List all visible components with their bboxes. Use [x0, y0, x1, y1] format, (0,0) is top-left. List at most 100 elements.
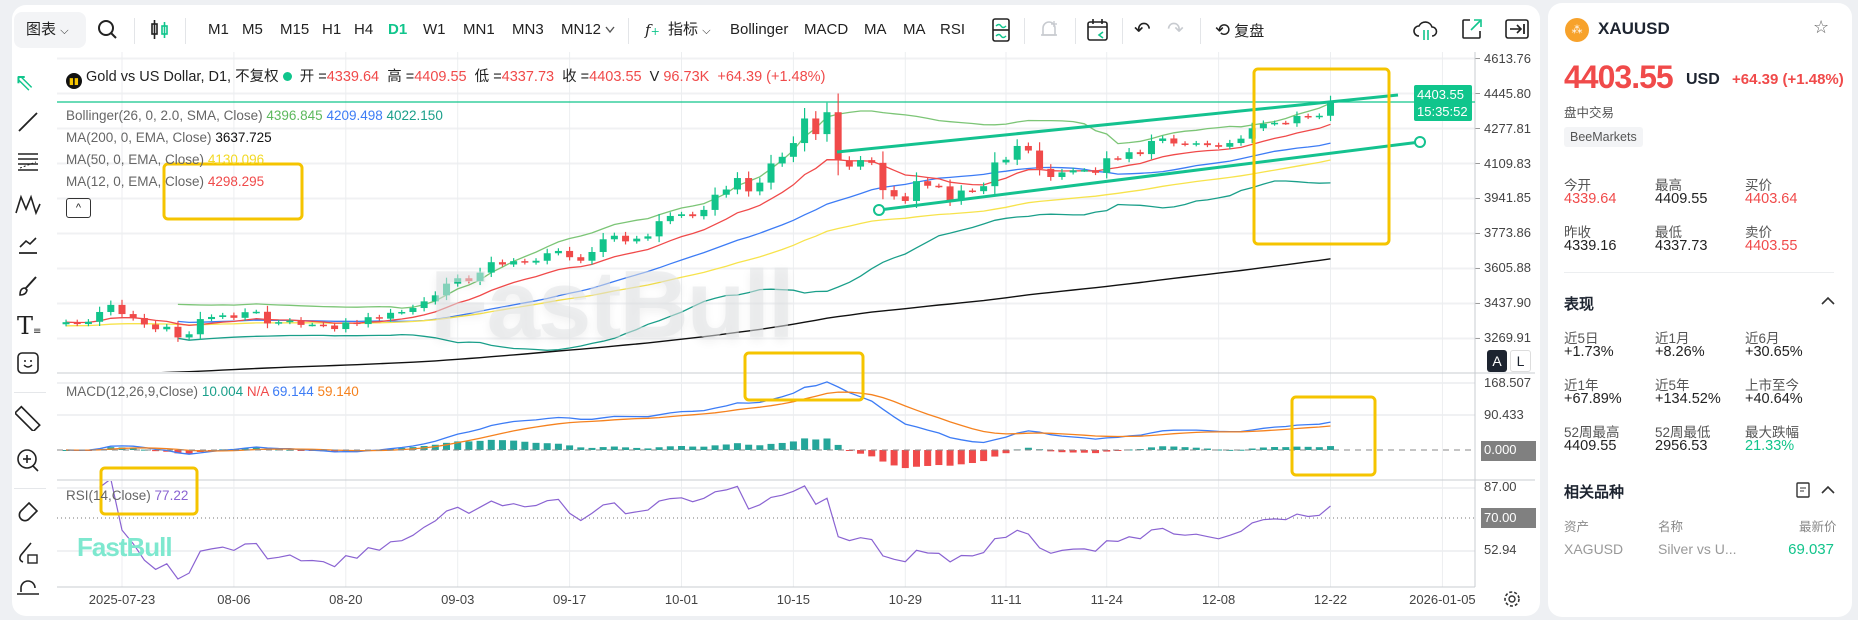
indicator-button-rsi[interactable]: RSI: [940, 21, 966, 38]
time-axis-label: 11-11: [990, 592, 1022, 607]
ruler-measure-icon[interactable]: [15, 405, 41, 431]
stat-label: 52周最高: [1564, 425, 1620, 440]
alert-bell-icon[interactable]: [1037, 17, 1061, 43]
macd-label: MACD(12,26,9,Close): [66, 384, 199, 399]
side-change-value: +64.39: [1732, 71, 1779, 88]
timeframe-m5[interactable]: M5: [242, 21, 263, 38]
undo-icon[interactable]: ↶: [1134, 19, 1151, 41]
indicators-menu[interactable]: 指标 ⌵: [668, 19, 711, 42]
zoom-in-icon[interactable]: [15, 447, 41, 473]
timeframe-w1[interactable]: W1: [423, 21, 446, 38]
related-name: Silver vs U...: [1658, 541, 1737, 557]
stat-label: 最高: [1655, 178, 1682, 193]
timeframe-m1[interactable]: M1: [208, 21, 229, 38]
price-axis-label: 4613.76: [1484, 50, 1531, 66]
stat-label: 昨收: [1564, 225, 1591, 240]
volume-label: V: [649, 69, 660, 85]
log-scale-button[interactable]: L: [1510, 350, 1531, 372]
emoji-sticker-icon[interactable]: [16, 351, 40, 375]
timeframe-h4[interactable]: H4: [354, 21, 374, 38]
chart-menu-button[interactable]: 图表 ⌵: [14, 12, 86, 48]
ma200-legend[interactable]: MA(200, 0, EMA, Close) 3637.725: [66, 129, 272, 147]
stat-label: 近5年: [1655, 378, 1690, 393]
change-value: +64.39 (+1.48%): [717, 69, 826, 85]
stat-value: +134.52%: [1655, 391, 1721, 407]
cloud-sync-icon[interactable]: [1412, 17, 1440, 43]
lock-drawings-icon[interactable]: [15, 540, 41, 566]
timeframe-mn1[interactable]: MN1: [463, 21, 495, 38]
collapse-panel-icon[interactable]: [1505, 19, 1529, 39]
bollinger-lower: 4022.150: [386, 108, 443, 123]
replay-button[interactable]: ⟲ 复盘: [1215, 19, 1264, 43]
favorite-star-icon[interactable]: ☆: [1813, 17, 1830, 37]
time-axis-label: 08-20: [329, 592, 363, 607]
market-open-dot-icon: [282, 72, 292, 81]
ma50-legend[interactable]: MA(50, 0, EMA, Close) 4130.096: [66, 151, 264, 169]
text-tool-icon[interactable]: T≡: [17, 312, 42, 340]
layout-icon[interactable]: [991, 17, 1011, 43]
chevron-up-icon[interactable]: [1821, 485, 1835, 495]
gear-icon[interactable]: [1503, 590, 1521, 608]
indicator-button-ma[interactable]: MA: [903, 21, 926, 38]
toolbar-divider: [628, 18, 629, 44]
broker-tag[interactable]: BeeMarkets: [1564, 127, 1643, 147]
macd-axis-label: 168.507: [1484, 375, 1531, 390]
related-row[interactable]: XAGUSD Silver vs U... 69.037: [1564, 540, 1834, 564]
redo-icon[interactable]: ↷: [1167, 19, 1184, 41]
chevron-down-icon[interactable]: [604, 25, 616, 35]
fastbull-watermark: FastBull: [77, 532, 173, 562]
price-axis-label: 4445.80: [1484, 85, 1531, 101]
time-axis-label: 10-29: [888, 592, 922, 607]
brush-icon[interactable]: [16, 274, 40, 298]
trend-line-icon[interactable]: [16, 110, 40, 134]
magnet-icon[interactable]: [15, 500, 41, 526]
timeframe-m15[interactable]: M15: [280, 21, 310, 38]
pattern-icon[interactable]: [14, 192, 42, 216]
ma12-legend[interactable]: MA(12, 0, EMA, Close) 4298.295: [66, 173, 264, 191]
chevron-down-icon: ⌵: [702, 25, 711, 37]
gold-logo-icon: ▮▮: [66, 73, 82, 89]
collapse-legend-button[interactable]: ^: [66, 198, 91, 218]
hide-drawings-icon[interactable]: [15, 580, 41, 600]
stat-value: +8.26%: [1655, 344, 1705, 360]
macd-axis-label: 90.433: [1484, 407, 1524, 422]
close-value: 4403.55: [589, 69, 642, 85]
open-label: 开 =: [299, 69, 327, 85]
search-icon[interactable]: [97, 19, 119, 41]
price-axis-label: 3437.90: [1484, 295, 1531, 311]
cursor-arrow-icon[interactable]: ⇖: [14, 69, 35, 96]
calendar-jump-icon[interactable]: [1085, 17, 1111, 43]
time-axis-label: 2025-07-23: [88, 592, 156, 607]
projection-icon[interactable]: [16, 232, 40, 256]
volume-value: 96.73K: [663, 69, 710, 85]
macd-legend[interactable]: MACD(12,26,9,Close) 10.004 N/A 69.144 59…: [66, 383, 359, 401]
ma12-value: 4298.295: [207, 174, 265, 189]
symbol-legend: ▮▮ Gold vs US Dollar, D1, 不复权 开 =4339.64…: [66, 68, 825, 89]
macd-axis-label: 0.000: [1484, 442, 1517, 457]
price-axis-label: 3269.91: [1484, 330, 1531, 346]
side-price: 4403.55: [1564, 59, 1674, 95]
tools-divider: [14, 488, 46, 489]
bollinger-legend[interactable]: Bollinger(26, 0, 2.0, SMA, Close) 4396.8…: [66, 107, 443, 125]
indicator-button-bollinger[interactable]: Bollinger: [730, 21, 789, 38]
candlestick-type-icon[interactable]: [148, 17, 172, 43]
timeframe-mn3[interactable]: MN3: [512, 21, 544, 38]
list-doc-icon[interactable]: [1796, 482, 1810, 498]
timeframe-d1[interactable]: D1: [388, 21, 408, 38]
indicator-button-macd[interactable]: MACD: [804, 21, 849, 38]
chevron-up-icon[interactable]: [1821, 296, 1835, 306]
related-header-name: 名称: [1658, 520, 1684, 534]
related-header-price: 最新价: [1799, 520, 1837, 534]
timeframe-h1[interactable]: H1: [322, 21, 342, 38]
fib-lines-icon[interactable]: [16, 150, 40, 174]
indicator-button-ma[interactable]: MA: [864, 21, 887, 38]
rsi-legend[interactable]: RSI(14,Close) 77.22: [66, 487, 188, 505]
candle-countdown: 15:35:52: [1417, 104, 1468, 119]
time-axis-label: 09-17: [552, 592, 587, 607]
timeframe-mn12[interactable]: MN12: [561, 21, 602, 38]
share-external-icon[interactable]: [1460, 17, 1484, 41]
stat-label: 卖价: [1745, 225, 1772, 240]
auto-scale-button[interactable]: A: [1487, 350, 1507, 372]
high-label: 高 =: [387, 69, 415, 85]
close-label: 收 =: [562, 69, 590, 85]
